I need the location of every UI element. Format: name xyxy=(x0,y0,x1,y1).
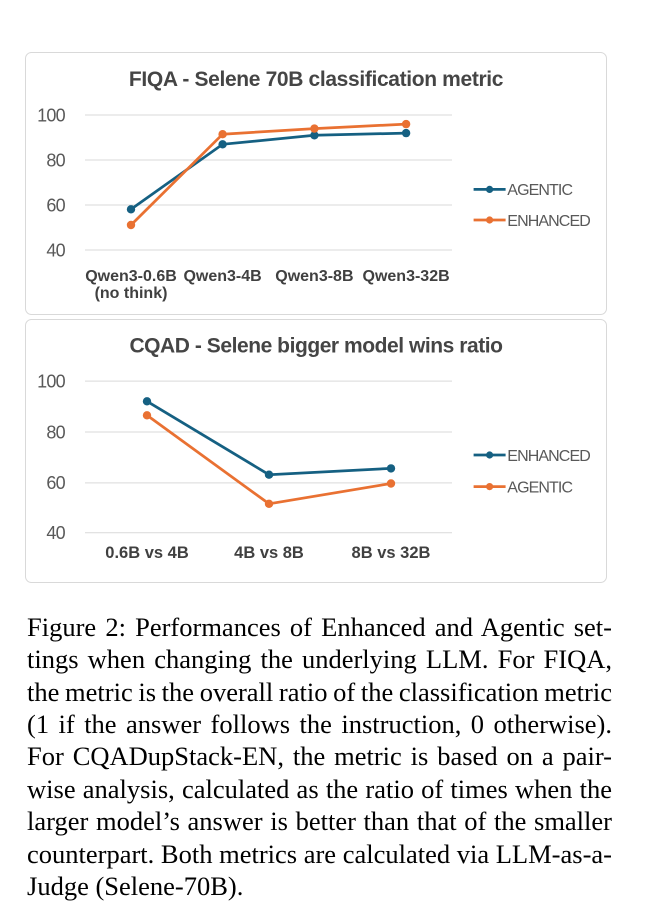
svg-text:40: 40 xyxy=(46,523,65,543)
svg-text:4B vs 8B: 4B vs 8B xyxy=(234,544,304,562)
svg-text:Qwen3-4B: Qwen3-4B xyxy=(183,268,261,285)
svg-text:Qwen3-32B: Qwen3-32B xyxy=(363,268,450,285)
svg-text:CQAD - Selene bigger model win: CQAD - Selene bigger model wins ratio xyxy=(129,334,502,357)
svg-text:80: 80 xyxy=(46,150,65,170)
svg-text:40: 40 xyxy=(46,240,65,260)
svg-text:8B vs 32B: 8B vs 32B xyxy=(352,544,431,562)
svg-text:ENHANCED: ENHANCED xyxy=(507,213,590,230)
svg-text:0.6B vs 4B: 0.6B vs 4B xyxy=(105,544,189,562)
svg-text:AGENTIC: AGENTIC xyxy=(507,182,572,199)
svg-text:(no think): (no think) xyxy=(95,285,168,302)
svg-text:FIQA - Selene 70B classificati: FIQA - Selene 70B classification metric xyxy=(129,68,504,91)
svg-text:100: 100 xyxy=(37,105,66,125)
svg-text:60: 60 xyxy=(46,473,65,493)
svg-text:Qwen3-8B: Qwen3-8B xyxy=(275,268,353,285)
svg-text:80: 80 xyxy=(46,422,65,442)
svg-text:60: 60 xyxy=(46,195,65,215)
svg-text:ENHANCED: ENHANCED xyxy=(507,448,590,465)
svg-text:AGENTIC: AGENTIC xyxy=(507,479,572,496)
svg-text:Qwen3-0.6B: Qwen3-0.6B xyxy=(85,268,177,285)
svg-text:100: 100 xyxy=(37,371,66,391)
